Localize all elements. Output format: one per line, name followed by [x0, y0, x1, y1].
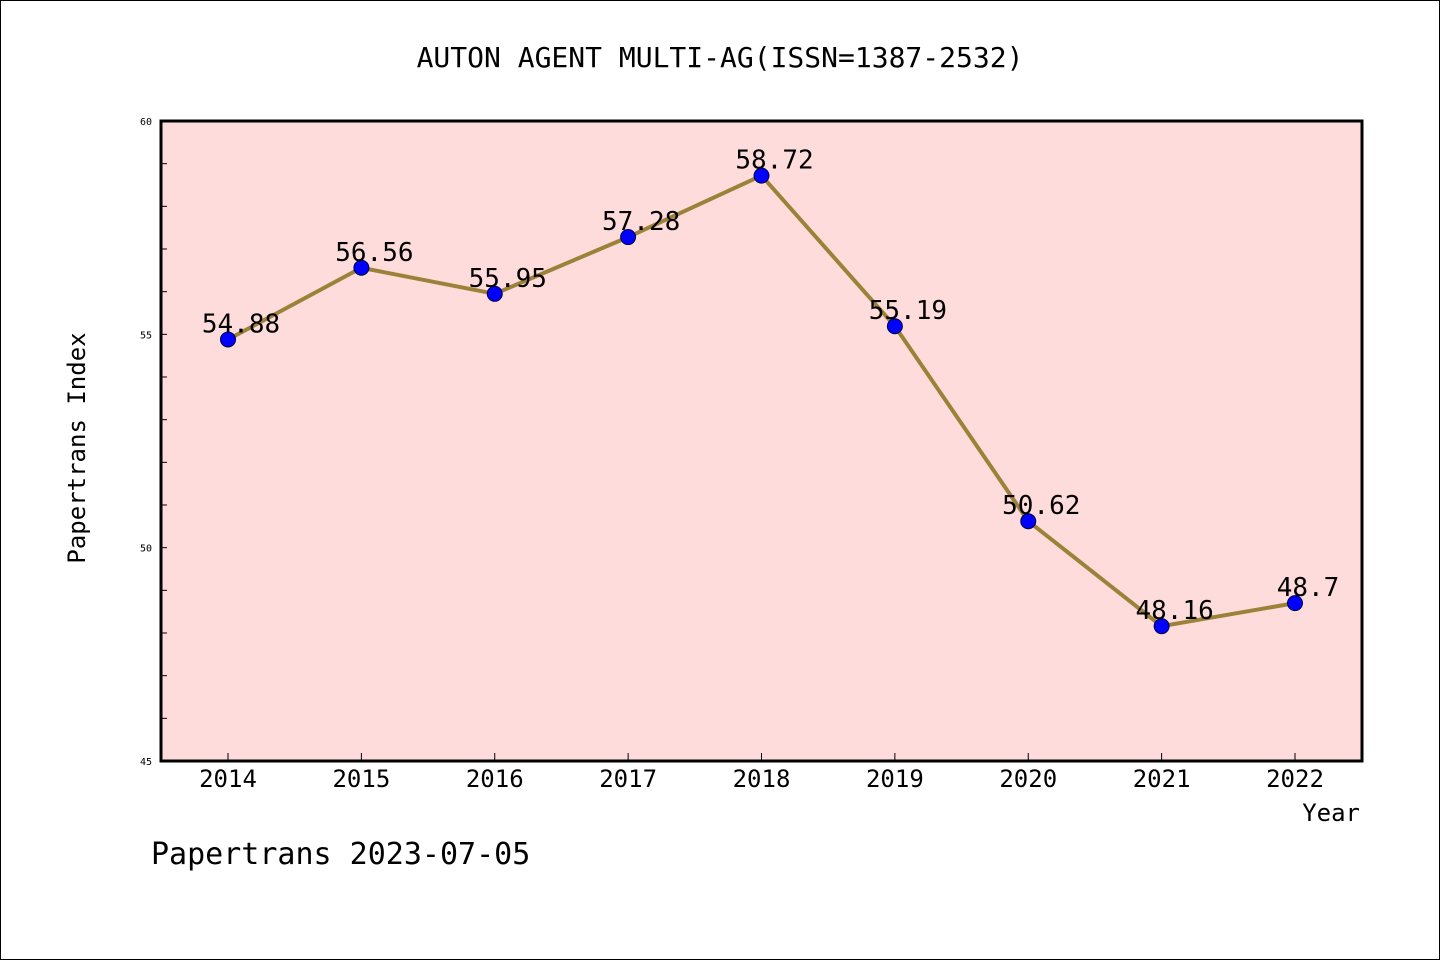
y-axis-label: Papertrans Index	[63, 332, 91, 563]
data-label: 54.88	[202, 309, 280, 339]
plot-frame	[159, 119, 1364, 763]
data-point	[353, 259, 370, 276]
footer-text: Papertrans 2023-07-05	[151, 837, 530, 872]
data-label: 58.72	[735, 146, 813, 176]
data-label: 55.95	[469, 264, 547, 294]
data-point	[1020, 513, 1037, 530]
data-label: 50.62	[1002, 491, 1080, 521]
chart-title: AUTON AGENT MULTI-AG(ISSN=1387-2532)	[417, 41, 1024, 74]
series-line-group	[220, 167, 1303, 635]
x-tick-label: 2020	[999, 765, 1057, 793]
plot-area	[161, 121, 1362, 761]
data-label: 57.28	[602, 207, 680, 237]
data-label: 55.19	[869, 296, 947, 326]
y-tick-label: 60	[140, 117, 152, 128]
data-point	[620, 229, 637, 246]
data-point	[753, 167, 770, 184]
data-point	[486, 285, 503, 302]
data-labels-group: 54.88 56.56 55.95 57.28 58.72 55.19 50.62 48.16…	[202, 146, 1339, 627]
data-point	[1287, 595, 1303, 612]
data-point	[886, 318, 903, 335]
x-tick-label: 2022	[1266, 765, 1324, 793]
x-tick-label: 2015	[332, 765, 390, 793]
x-axis-ticks: 2014 2015 2016 2017 2018 2019 2020 2021 2022	[199, 753, 1324, 793]
x-tick-label: 2021	[1133, 765, 1191, 793]
x-axis-label: Year	[1302, 799, 1360, 827]
x-tick-label: 2018	[733, 765, 791, 793]
y-tick-label: 45	[140, 757, 152, 768]
x-tick-label: 2017	[599, 765, 657, 793]
data-label: 48.7	[1277, 573, 1340, 603]
y-tick-label: 50	[140, 544, 152, 555]
x-tick-label: 2019	[866, 765, 924, 793]
data-label: 48.16	[1135, 596, 1213, 626]
y-tick-label: 55	[140, 330, 152, 341]
x-tick-label: 2014	[199, 765, 257, 793]
data-label: 56.56	[335, 238, 413, 268]
x-tick-label: 2016	[466, 765, 524, 793]
data-point	[220, 331, 236, 348]
data-point	[1153, 618, 1170, 635]
